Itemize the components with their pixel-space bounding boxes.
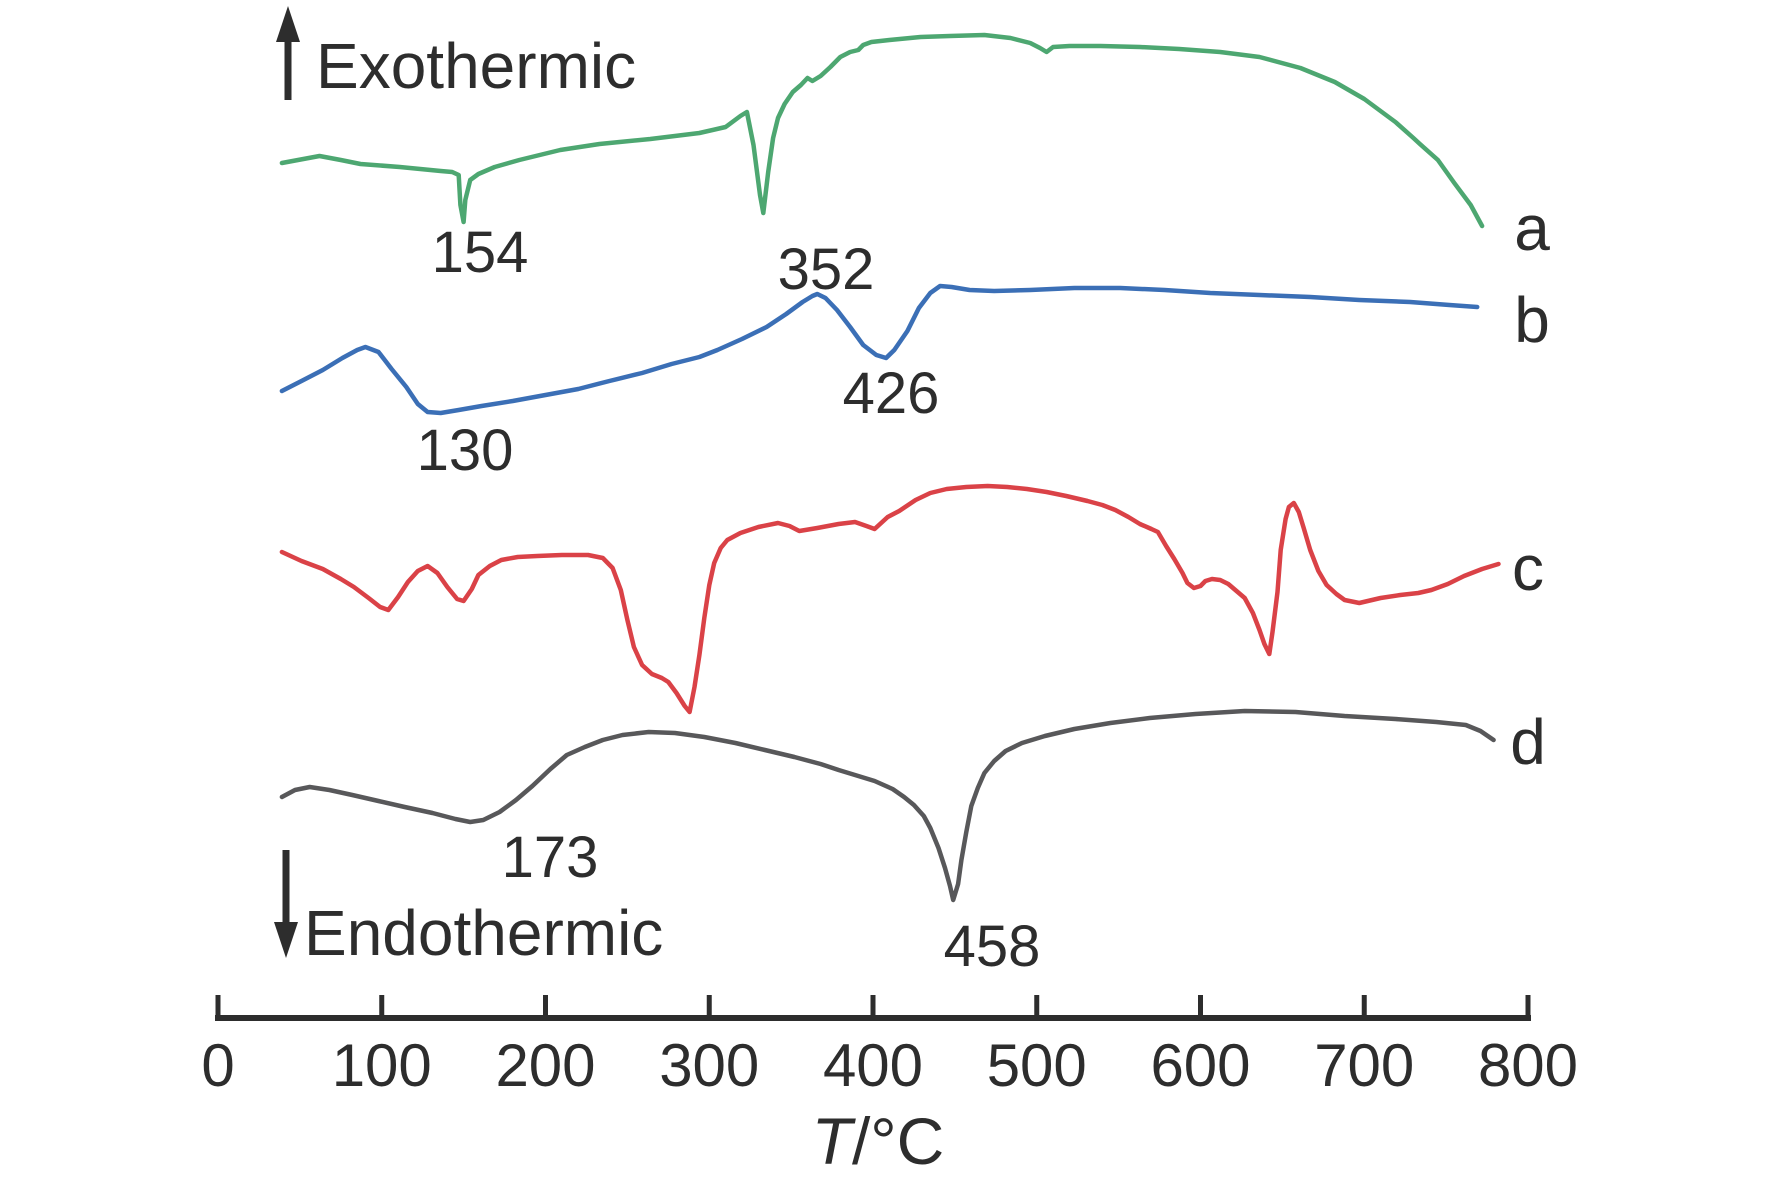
exothermic-arrow-icon <box>276 6 300 100</box>
curve-c <box>279 483 1501 715</box>
x-tick-label: 0 <box>201 1032 234 1099</box>
x-axis-title-symbol: T <box>812 1104 857 1178</box>
endothermic-arrow-icon <box>274 850 298 958</box>
curve-label-a: a <box>1514 192 1550 264</box>
x-axis: 0 100 200 300 400 500 600 700 800 <box>201 995 1578 1099</box>
x-tick-label: 600 <box>1150 1032 1250 1099</box>
peak-label-426: 426 <box>843 361 940 426</box>
x-tick-label: 200 <box>495 1032 595 1099</box>
x-tick-label: 800 <box>1478 1032 1578 1099</box>
x-tick-label: 700 <box>1314 1032 1414 1099</box>
curve-label-d: d <box>1510 706 1546 778</box>
curve-lines <box>279 32 1501 903</box>
x-tick-label: 500 <box>987 1032 1087 1099</box>
endothermic-label: Endothermic <box>304 897 663 969</box>
x-tick-label: 400 <box>823 1032 923 1099</box>
x-tick-label: 100 <box>332 1032 432 1099</box>
curve-label-b: b <box>1514 284 1550 356</box>
curve-d <box>279 708 1496 903</box>
x-axis-ticks: 0 100 200 300 400 500 600 700 800 <box>201 995 1578 1099</box>
curve-b <box>279 283 1480 416</box>
peak-label-173: 173 <box>502 825 599 890</box>
peak-label-154: 154 <box>432 220 529 285</box>
peak-label-130: 130 <box>417 418 514 483</box>
exothermic-label: Exothermic <box>316 30 636 102</box>
curve-a <box>279 32 1485 229</box>
peak-label-458: 458 <box>944 914 1041 979</box>
peak-label-352: 352 <box>778 237 875 302</box>
x-axis-title: T/°C <box>812 1104 945 1178</box>
curve-label-c: c <box>1512 532 1544 604</box>
x-axis-title-unit: /°C <box>852 1104 944 1178</box>
x-tick-label: 300 <box>659 1032 759 1099</box>
